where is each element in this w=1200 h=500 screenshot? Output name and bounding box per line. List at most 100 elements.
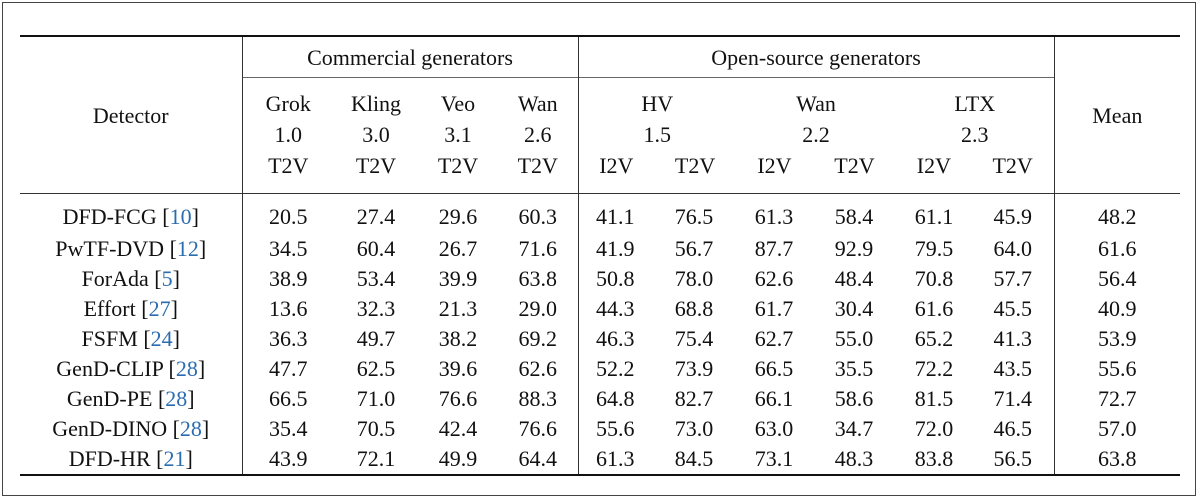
score-cell: 76.5 bbox=[674, 204, 714, 229]
header-model-row: Grok 1.0 T2V Kling 3.0 T2V Veo 3.1 T2V Wan 2.6 T… bbox=[20, 77, 1180, 194]
score-cell: 52.2 bbox=[577, 354, 652, 384]
header-group-row: Detector Commercial generators Open-sour… bbox=[20, 35, 1181, 194]
model-header-wan-2-2: Wan 2.2 I2V T2V bbox=[736, 77, 896, 194]
mode-t2v-hv: T2V bbox=[674, 153, 716, 178]
score-cell: 63.8 bbox=[518, 266, 558, 291]
score-cell: 61.3 bbox=[754, 204, 794, 229]
score-cell: 13.6 bbox=[241, 294, 334, 324]
detector-name: GenD-CLIP [28] bbox=[56, 356, 206, 381]
score-cell: 61.3 bbox=[577, 444, 652, 476]
detector-name: PwTF-DVD [12] bbox=[55, 236, 207, 261]
score-cell: 47.7 bbox=[241, 354, 334, 384]
score-cell: 46.5 bbox=[993, 416, 1033, 441]
score-cell: 61.7 bbox=[754, 296, 794, 321]
score-cell: 43.5 bbox=[993, 356, 1033, 381]
mode-t2v-wan: T2V bbox=[834, 153, 875, 178]
score-cell: 64.8 bbox=[577, 384, 652, 414]
score-cell: 76.6 bbox=[518, 416, 558, 441]
score-cell: 29.6 bbox=[438, 204, 478, 229]
score-cell: 66.1 bbox=[754, 386, 794, 411]
score-cell: 64.0 bbox=[993, 236, 1033, 261]
score-cell: 60.3 bbox=[518, 204, 558, 229]
score-cell: 78.0 bbox=[674, 266, 714, 291]
score-cell: 58.6 bbox=[834, 386, 874, 411]
citation-link[interactable]: 10 bbox=[169, 204, 192, 229]
citation-link[interactable]: 28 bbox=[175, 356, 198, 381]
table-row: FSFM [24] 36.3 49.7 38.2 69.2 46.3 75.4 62.7 55.… bbox=[20, 324, 1181, 354]
detector-label: Effort bbox=[83, 296, 136, 321]
score-cell: 36.3 bbox=[241, 324, 334, 354]
score-cell: 81.5 bbox=[914, 386, 954, 411]
detector-name: FSFM [24] bbox=[81, 326, 180, 351]
table-row: ForAda [5] 38.9 53.4 39.9 63.8 50.8 78.0 62.6 48… bbox=[20, 264, 1181, 294]
score-cell: 73.1 bbox=[736, 444, 812, 476]
model-header-ltx: LTX 2.3 I2V T2V bbox=[896, 77, 1055, 194]
table-row: PwTF-DVD [12] 34.5 60.4 26.7 71.6 41.9 56.7 87.… bbox=[20, 234, 1181, 264]
score-cell: 71.0 bbox=[356, 386, 396, 411]
score-cell: 71.6 bbox=[518, 236, 558, 261]
score-cell: 72.7 bbox=[1053, 384, 1181, 414]
score-cell: 87.7 bbox=[754, 236, 794, 261]
score-cell: 79.5 bbox=[914, 236, 954, 261]
score-cell: 30.4 bbox=[834, 296, 874, 321]
table-row: GenD-PE [28] 66.5 71.0 76.6 88.3 64.8 82.7 66.1… bbox=[20, 384, 1181, 414]
score-cell: 82.7 bbox=[674, 386, 714, 411]
citation-link[interactable]: 28 bbox=[179, 416, 202, 441]
score-cell: 88.3 bbox=[518, 386, 558, 411]
score-cell: 62.6 bbox=[518, 356, 558, 381]
score-cell: 73.9 bbox=[674, 356, 714, 381]
group-header-open-source: Open-source generators bbox=[577, 35, 1055, 78]
score-cell: 39.6 bbox=[438, 356, 478, 381]
score-cell: 66.5 bbox=[241, 384, 334, 414]
detector-label: DFD-FCG bbox=[62, 204, 157, 229]
score-cell: 45.5 bbox=[993, 296, 1033, 321]
score-cell: 72.2 bbox=[914, 356, 954, 381]
detector-label: ForAda bbox=[81, 266, 149, 291]
score-cell: 69.2 bbox=[518, 326, 558, 351]
detector-name: GenD-DINO [28] bbox=[52, 416, 210, 441]
table-row: DFD-FCG [10] 20.5 27.4 29.6 60.3 41.1 76.5 61.3… bbox=[20, 193, 1181, 234]
detector-name: ForAda [5] bbox=[81, 266, 180, 291]
detector-label: GenD-PE bbox=[66, 386, 153, 411]
score-cell: 55.6 bbox=[577, 414, 652, 444]
score-cell: 72.1 bbox=[334, 444, 418, 476]
model-header-hv: HV 1.5 I2V T2V bbox=[577, 77, 736, 194]
score-cell: 48.4 bbox=[834, 266, 874, 291]
citation-link[interactable]: 24 bbox=[150, 326, 173, 351]
score-cell: 62.7 bbox=[754, 326, 794, 351]
score-cell: 21.3 bbox=[438, 296, 478, 321]
citation-link[interactable]: 27 bbox=[148, 296, 171, 321]
score-cell: 63.0 bbox=[754, 416, 794, 441]
score-cell: 57.7 bbox=[993, 266, 1033, 291]
score-cell: 45.9 bbox=[993, 204, 1033, 229]
score-cell: 55.6 bbox=[1053, 354, 1181, 384]
score-cell: 84.5 bbox=[652, 444, 736, 476]
score-cell: 65.2 bbox=[914, 326, 954, 351]
score-cell: 62.6 bbox=[754, 266, 794, 291]
detector-name: Effort [27] bbox=[83, 296, 178, 321]
citation-link[interactable]: 28 bbox=[165, 386, 188, 411]
citation-link[interactable]: 21 bbox=[163, 446, 186, 471]
score-cell: 40.9 bbox=[1053, 294, 1181, 324]
score-cell: 92.9 bbox=[834, 236, 874, 261]
score-cell: 61.6 bbox=[1053, 234, 1181, 264]
score-cell: 35.5 bbox=[834, 356, 874, 381]
score-cell: 61.6 bbox=[914, 296, 954, 321]
citation-link[interactable]: 12 bbox=[176, 236, 199, 261]
score-cell: 32.3 bbox=[356, 296, 396, 321]
citation-link[interactable]: 5 bbox=[161, 266, 173, 291]
table-body: DFD-FCG [10] 20.5 27.4 29.6 60.3 41.1 76.5 61.3… bbox=[20, 193, 1181, 476]
score-cell: 64.4 bbox=[498, 444, 578, 476]
score-cell: 41.3 bbox=[993, 326, 1033, 351]
score-cell: 58.4 bbox=[834, 204, 874, 229]
score-cell: 43.9 bbox=[241, 444, 334, 476]
mean-header: Mean bbox=[1053, 35, 1181, 194]
table-row: GenD-CLIP [28] 47.7 62.5 39.6 62.6 52.2 73.9 66… bbox=[20, 354, 1181, 384]
score-cell: 42.4 bbox=[438, 416, 478, 441]
score-cell: 83.8 bbox=[896, 444, 972, 476]
detector-label: GenD-CLIP bbox=[56, 356, 164, 381]
score-cell: 34.5 bbox=[241, 234, 334, 264]
score-cell: 48.2 bbox=[1053, 193, 1181, 234]
score-cell: 66.5 bbox=[754, 356, 794, 381]
